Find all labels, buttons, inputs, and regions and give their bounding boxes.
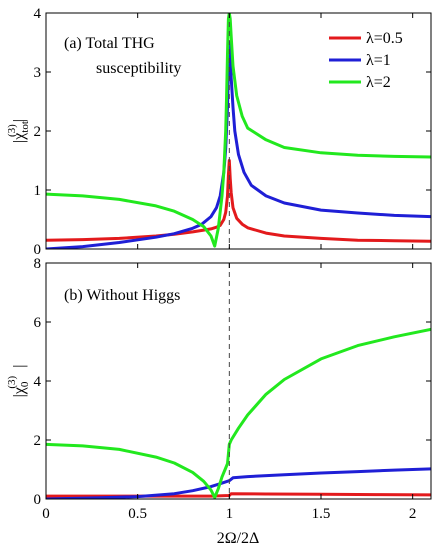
- panel-b-ylabel-sub: 0: [19, 381, 31, 387]
- panel-a-series-line-2: [46, 13, 431, 248]
- panel-a-ylabel-main: |χ: [11, 132, 28, 143]
- legend-label-2: λ=2: [366, 74, 391, 91]
- panel-b-ylabel-main: |χ: [11, 386, 28, 397]
- panel-a-ylabel-sup: (3): [6, 124, 18, 137]
- panel-a-ylabel: |χtot(3) |: [6, 119, 31, 143]
- legend: λ=0.5 λ=1 λ=2: [329, 30, 403, 91]
- panel-b-ylabel-end: |: [11, 365, 28, 368]
- panel-b-ticks: 0 2 4 6 8 0 0.5 1 1.5 2: [34, 256, 431, 522]
- svg-text:|χtot(3)|: |χtot(3) |: [6, 119, 31, 143]
- panel-a-title-line2: susceptibility: [96, 60, 181, 77]
- x-axis-label: 2Ω/2Δ: [217, 530, 260, 547]
- panel-b-ylabel-sup: (3): [6, 375, 18, 388]
- panel-a-ytick-label-4: 4: [34, 6, 42, 22]
- x-tick-label-1: 0.5: [128, 506, 147, 522]
- panel-a-ytick-label-0: 0: [34, 242, 42, 258]
- panel-b-series-line-0: [46, 492, 431, 498]
- legend-label-1: λ=1: [366, 52, 391, 69]
- panel-b-ytick-label-4: 8: [34, 256, 42, 272]
- x-tick-label-3: 1.5: [312, 506, 331, 522]
- panel-b-series: [46, 327, 431, 499]
- panel-b-ytick-label-2: 4: [34, 374, 42, 390]
- panel-a-ylabel-end: |: [11, 119, 28, 122]
- x-tick-label-2: 1: [226, 506, 234, 522]
- panel-a-ytick-label-2: 2: [34, 124, 42, 140]
- panel-b-ytick-label-0: 0: [34, 492, 42, 508]
- panel-b-ylabel: |χ0(3) |: [6, 365, 31, 398]
- x-tick-label-4: 2: [409, 506, 417, 522]
- panel-a-ticks: 0 1 2 3 4: [34, 6, 431, 258]
- panel-a-title-line1: (a) Total THG: [64, 35, 155, 52]
- panel-b-title: (b) Without Higgs: [64, 287, 180, 304]
- panel-a-ytick-label-1: 1: [34, 183, 42, 199]
- panel-b-ytick-label-3: 6: [34, 315, 42, 331]
- panel-b-ytick-label-1: 2: [34, 433, 42, 449]
- panel-b-series-line-2: [46, 327, 431, 499]
- svg-text:|χ0(3)|: |χ0(3) |: [6, 365, 31, 398]
- panel-a-series-line-0: [46, 159, 431, 243]
- panel-a-ylabel-sub: tot: [19, 121, 31, 133]
- panel-a: 0 1 2 3 4 (a) Total THG susceptibility λ=0.5…: [6, 6, 432, 258]
- x-tick-label-0: 0: [42, 506, 50, 522]
- panel-a-series: [46, 13, 431, 249]
- legend-label-0: λ=0.5: [366, 30, 403, 47]
- panel-a-ytick-label-3: 3: [34, 65, 42, 81]
